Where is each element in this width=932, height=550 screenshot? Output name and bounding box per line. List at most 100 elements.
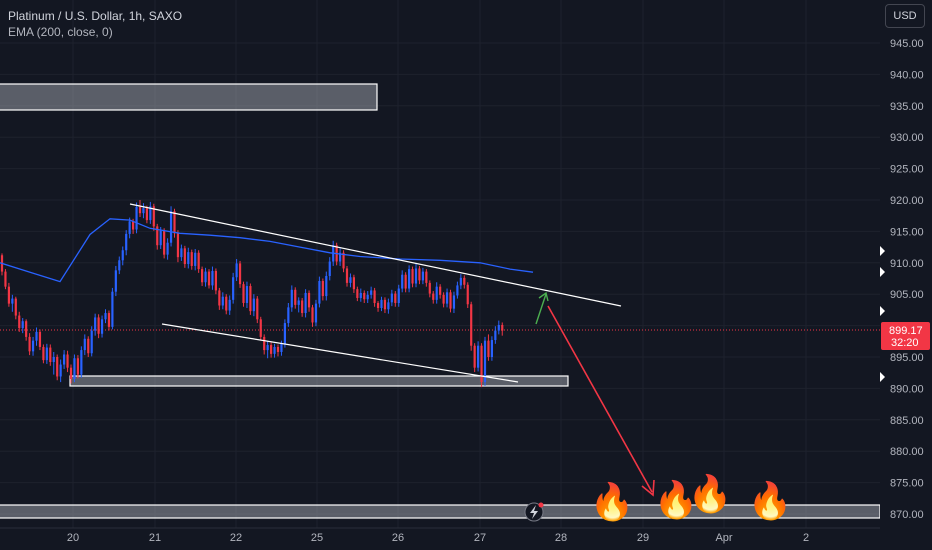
candle (90, 326, 93, 357)
candle (31, 336, 35, 356)
time-axis[interactable]: 20 21 22 25 26 27 28 29 Apr 2 (0, 527, 880, 544)
candle (235, 259, 238, 282)
axis-marker-902-5 (880, 306, 885, 316)
candle (370, 286, 373, 299)
candle (176, 230, 180, 263)
candle (328, 257, 331, 281)
candle (428, 280, 431, 298)
candle (232, 272, 235, 304)
time-tick-label: 28 (555, 532, 567, 544)
candle (118, 256, 121, 275)
symbol-title[interactable]: Platinum / U.S. Dollar, 1h, SAXO (8, 9, 183, 23)
axis-marker-891-5 (880, 372, 885, 382)
price-tick-label: 875.00 (890, 478, 924, 490)
candle (339, 248, 342, 266)
price-tick-label: 920.00 (890, 195, 924, 207)
candle (373, 287, 376, 307)
currency-button[interactable]: USD (885, 4, 925, 28)
candle (218, 287, 221, 310)
candle (152, 203, 155, 231)
candle (390, 289, 393, 307)
candle (207, 269, 211, 289)
horizontal-zones[interactable] (0, 83, 881, 519)
candle (480, 343, 483, 388)
candle (256, 296, 259, 324)
lightning-button[interactable] (524, 502, 544, 522)
candle (276, 344, 280, 357)
axis-marker-910-5 (880, 246, 885, 256)
price-tick-label: 930.00 (890, 132, 924, 144)
candle (52, 351, 55, 375)
candle (442, 292, 445, 308)
candle (404, 272, 407, 293)
candle (73, 354, 76, 383)
price-tick-label: 935.00 (890, 101, 924, 113)
candle (121, 246, 124, 266)
candle (463, 275, 466, 289)
candle (194, 248, 197, 271)
fire-icon: 🔥 (654, 479, 699, 520)
time-tick-label: 20 (67, 532, 79, 544)
candle (501, 322, 504, 336)
down-arrow-line[interactable] (547, 305, 653, 493)
alert-dot (538, 502, 544, 508)
candle (366, 291, 369, 303)
candle (211, 266, 214, 290)
candle (380, 296, 383, 312)
candle (439, 284, 442, 299)
top-resistance-zone[interactable] (0, 83, 378, 111)
candle (408, 265, 411, 293)
time-tick-label: 29 (637, 532, 649, 544)
candle (163, 228, 166, 259)
candle (432, 291, 435, 304)
candle (414, 264, 418, 288)
candle (290, 285, 293, 312)
candle (138, 200, 142, 217)
candle (383, 297, 387, 314)
candle (252, 294, 255, 317)
lower-trendline[interactable] (161, 323, 519, 383)
price-tick-label: 915.00 (890, 226, 924, 238)
candle (283, 319, 286, 348)
candle (294, 287, 297, 309)
time-tick-label: 21 (149, 532, 161, 544)
up-arrow-line[interactable] (535, 293, 547, 325)
candle (494, 326, 497, 344)
candle (473, 343, 476, 373)
last-price-value: 899.17 (889, 325, 923, 337)
axis-markers (880, 246, 885, 382)
candle (238, 260, 242, 288)
candle (59, 359, 62, 383)
fire-icons: 🔥 🔥🔥 🔥 (590, 473, 793, 522)
candle (452, 291, 456, 314)
ema-indicator-label[interactable]: EMA (200, close, 0) (8, 25, 113, 39)
candle (349, 273, 352, 288)
candle (142, 203, 145, 219)
time-tick-label: 25 (311, 532, 323, 544)
candle (297, 297, 300, 313)
candle (318, 276, 321, 308)
candle (242, 281, 245, 307)
trend-drawings[interactable] (129, 203, 655, 497)
candle (421, 267, 424, 285)
up-arrowhead (538, 291, 549, 302)
axis-marker-908-5 (880, 267, 885, 277)
candle (156, 223, 159, 250)
candle (149, 201, 152, 224)
candle (459, 274, 462, 290)
candle (394, 291, 397, 307)
support-zone[interactable] (69, 375, 569, 387)
price-axis[interactable]: 945.00 940.00 935.00 930.00 925.00 920.00 915.… (880, 0, 932, 550)
ema-line (0, 218, 534, 283)
chart-legend: Platinum / U.S. Dollar, 1h, SAXO EMA (20… (8, 8, 182, 40)
candle (307, 290, 311, 312)
candle (35, 327, 38, 346)
candle (456, 281, 459, 299)
upper-trendline[interactable] (129, 203, 622, 307)
last-price-label: 899.17 32:20 (881, 322, 930, 350)
candle (7, 282, 10, 307)
candle (363, 290, 366, 303)
candle (76, 355, 79, 379)
candle (487, 334, 490, 361)
